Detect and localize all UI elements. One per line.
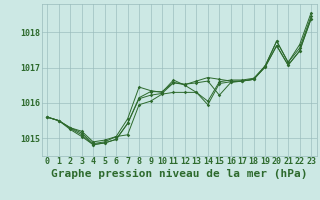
- X-axis label: Graphe pression niveau de la mer (hPa): Graphe pression niveau de la mer (hPa): [51, 169, 308, 179]
